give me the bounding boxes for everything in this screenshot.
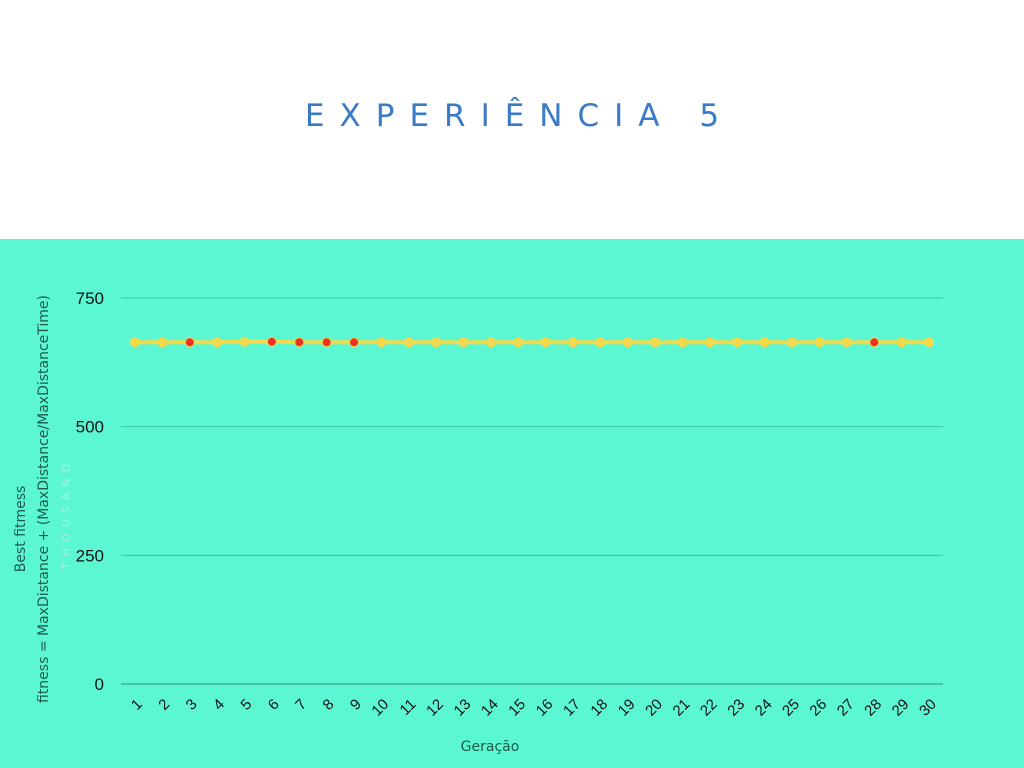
data-point — [841, 337, 852, 348]
x-tick-label: 21 — [670, 696, 694, 720]
x-tick-label: 13 — [451, 696, 475, 720]
x-tick-label: 25 — [779, 696, 803, 720]
grid-lines — [121, 297, 943, 685]
x-tick-label: 27 — [834, 696, 858, 720]
x-tick-label: 5 — [237, 696, 255, 714]
series-line — [135, 339, 929, 345]
x-tick-label: 28 — [861, 696, 885, 720]
data-point — [431, 337, 442, 348]
data-point — [376, 337, 387, 348]
x-tick-label: 17 — [560, 696, 584, 720]
chart-panel — [0, 239, 1024, 768]
data-point — [595, 337, 606, 348]
data-point — [403, 337, 414, 348]
y-tick-labels: 0 250 500 750 — [76, 289, 104, 694]
x-tick-label: 30 — [916, 696, 940, 720]
x-tick-label: 15 — [505, 696, 529, 720]
x-axis-label: Geração — [461, 739, 520, 755]
x-tick-label: 9 — [347, 696, 365, 714]
data-point — [732, 337, 743, 348]
x-tick-label: 20 — [642, 696, 666, 720]
x-tick-label: 14 — [478, 696, 502, 720]
x-tick-label: 1 — [128, 696, 146, 714]
data-point — [184, 337, 195, 348]
y-tick-label: 500 — [76, 418, 104, 437]
data-point — [458, 337, 469, 348]
data-point — [130, 337, 140, 348]
data-point — [759, 337, 770, 348]
x-tick-labels: 1 2 3 4 5 6 7 8 9 10 11 12 13 14 15 16 17 18 19 20 21 22 23 24 2… — [128, 696, 940, 720]
data-point — [622, 337, 633, 348]
data-point — [787, 337, 798, 348]
data-point — [266, 336, 277, 347]
x-tick-label: 16 — [533, 696, 557, 720]
data-point — [677, 337, 688, 348]
data-point — [239, 336, 250, 347]
data-point — [540, 337, 551, 348]
data-point — [349, 337, 360, 348]
data-point — [212, 337, 223, 348]
x-tick-label: 29 — [889, 696, 913, 720]
x-tick-label: 22 — [697, 696, 721, 720]
y-tick-label: 0 — [95, 675, 104, 694]
data-point — [650, 337, 661, 348]
data-point — [896, 337, 907, 348]
y-tick-label: 250 — [76, 546, 104, 565]
x-tick-label: 23 — [724, 696, 748, 720]
x-tick-label: 8 — [320, 696, 338, 714]
x-tick-label: 19 — [615, 696, 639, 720]
y-axis-label-line1: Best fitmess — [13, 486, 29, 573]
y-tick-label: 750 — [76, 289, 104, 308]
x-tick-label: 10 — [368, 696, 392, 720]
x-tick-label: 3 — [183, 696, 201, 714]
x-tick-label: 12 — [423, 696, 447, 720]
y-axis-label-line2: fitness = MaxDistance + (MaxDistance/Max… — [36, 295, 52, 703]
data-point — [321, 337, 332, 348]
data-point — [869, 337, 880, 348]
x-tick-label: 24 — [752, 696, 776, 720]
data-point — [513, 337, 524, 348]
page-title: EXPERIÊNCIA 5 — [304, 98, 735, 134]
x-tick-label: 4 — [210, 696, 228, 714]
x-tick-label: 7 — [292, 696, 310, 714]
data-point — [814, 337, 825, 348]
data-point — [924, 337, 934, 348]
x-tick-label: 11 — [397, 696, 420, 719]
ghost-text: THOUSAND — [60, 458, 73, 570]
x-tick-label: 6 — [265, 696, 283, 714]
data-point — [485, 337, 496, 348]
data-point — [157, 337, 168, 348]
x-tick-label: 26 — [806, 696, 830, 720]
data-point — [294, 337, 305, 348]
data-point — [568, 337, 579, 348]
data-point — [704, 337, 715, 348]
series-group — [130, 336, 934, 348]
x-tick-label: 2 — [155, 696, 173, 714]
x-tick-label: 18 — [587, 696, 611, 720]
